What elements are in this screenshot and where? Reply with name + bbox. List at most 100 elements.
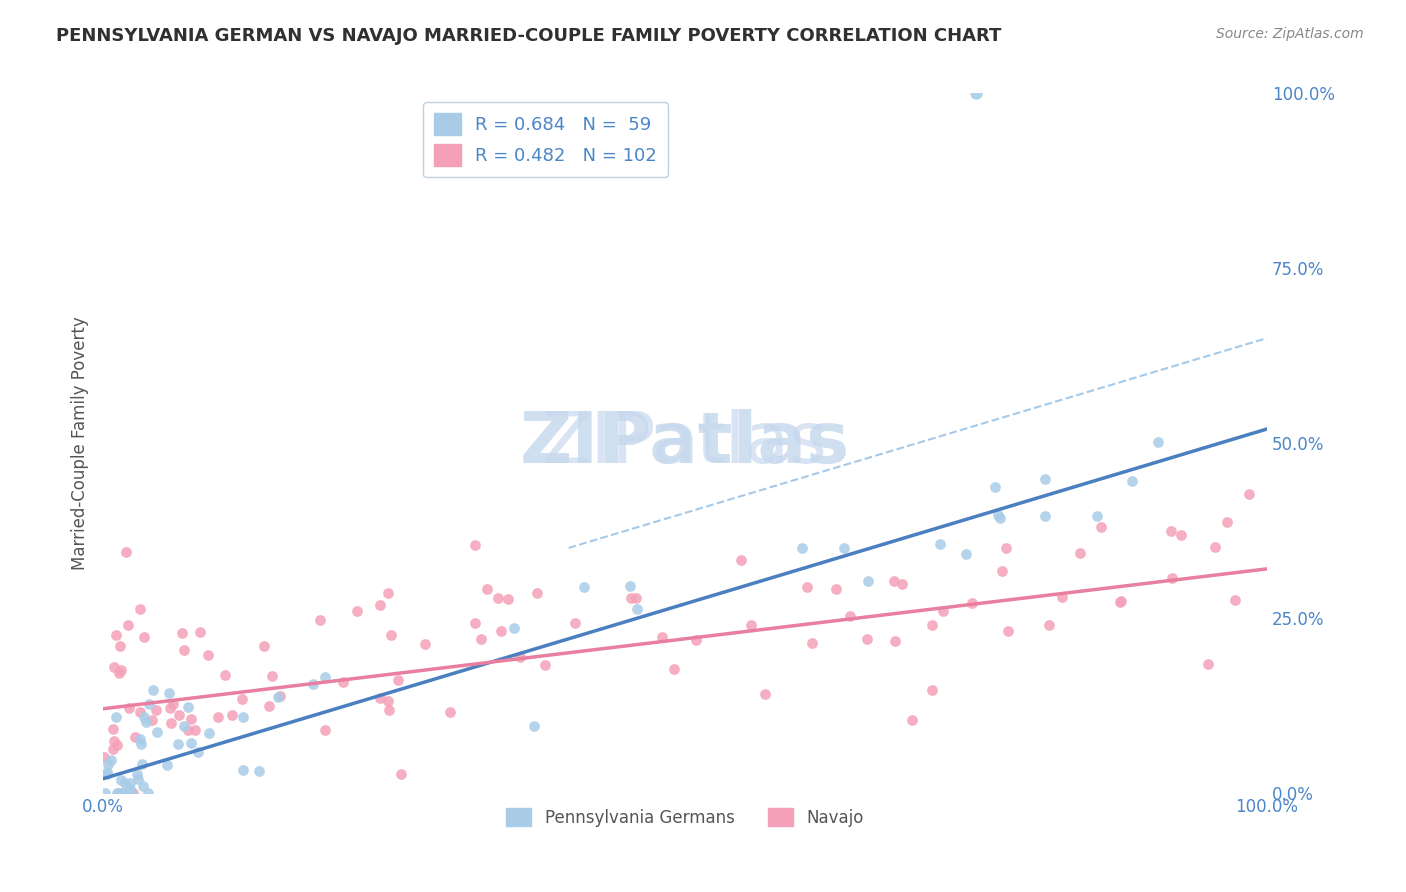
Point <box>157 686 180 700</box>
Point <box>187 745 209 759</box>
Point <box>100 753 122 767</box>
Point <box>883 574 905 588</box>
Point <box>509 649 531 664</box>
Point <box>132 709 155 723</box>
Point <box>415 638 437 652</box>
Point <box>232 763 254 777</box>
Point <box>184 723 207 738</box>
Point <box>856 632 879 646</box>
Point <box>173 719 195 733</box>
Point <box>177 700 200 714</box>
Point <box>108 666 131 681</box>
Point <box>221 707 243 722</box>
Point <box>890 576 912 591</box>
Point <box>132 779 155 793</box>
Point <box>1109 595 1132 609</box>
Point <box>124 730 146 744</box>
Point <box>987 508 1010 522</box>
Point <box>464 538 486 552</box>
Point <box>314 723 336 738</box>
Point <box>564 616 586 631</box>
Point <box>991 564 1014 578</box>
Point <box>120 786 142 800</box>
Point <box>834 541 856 555</box>
Point <box>1069 546 1091 560</box>
Point <box>96 767 118 781</box>
Point <box>103 660 125 674</box>
Point <box>138 697 160 711</box>
Point <box>269 689 291 703</box>
Point <box>533 658 555 673</box>
Point <box>122 786 145 800</box>
Point <box>796 580 818 594</box>
Point <box>105 628 128 642</box>
Point <box>380 628 402 642</box>
Point <box>156 758 179 772</box>
Point <box>110 663 132 677</box>
Point <box>368 690 391 705</box>
Point <box>132 630 155 644</box>
Point <box>730 553 752 567</box>
Point <box>103 734 125 748</box>
Point <box>838 608 860 623</box>
Point <box>93 750 115 764</box>
Point <box>207 710 229 724</box>
Point <box>740 617 762 632</box>
Point <box>108 639 131 653</box>
Point <box>145 703 167 717</box>
Point <box>160 715 183 730</box>
Point <box>1109 594 1132 608</box>
Text: ZIPatlas: ZIPatlas <box>543 409 828 477</box>
Point <box>1090 520 1112 534</box>
Point <box>105 738 128 752</box>
Point <box>1038 618 1060 632</box>
Point <box>162 697 184 711</box>
Point <box>572 580 595 594</box>
Point <box>1033 472 1056 486</box>
Point <box>856 574 879 588</box>
Point <box>503 622 526 636</box>
Point <box>1197 657 1219 671</box>
Point <box>247 764 270 778</box>
Point <box>167 708 190 723</box>
Point <box>921 682 943 697</box>
Point <box>1161 571 1184 585</box>
Point <box>129 602 152 616</box>
Point <box>346 604 368 618</box>
Point <box>167 737 190 751</box>
Point <box>136 786 159 800</box>
Point <box>231 692 253 706</box>
Point <box>626 591 648 606</box>
Point <box>988 511 1011 525</box>
Point <box>129 738 152 752</box>
Point <box>308 613 330 627</box>
Point <box>103 742 125 756</box>
Point <box>883 634 905 648</box>
Point <box>378 703 401 717</box>
Point <box>825 582 848 597</box>
Point <box>118 776 141 790</box>
Point <box>114 544 136 558</box>
Point <box>377 585 399 599</box>
Point <box>135 715 157 730</box>
Point <box>302 677 325 691</box>
Point <box>929 536 952 550</box>
Point <box>470 632 492 647</box>
Point <box>1147 434 1170 449</box>
Point <box>198 726 221 740</box>
Point <box>662 661 685 675</box>
Point <box>120 782 142 797</box>
Point <box>1035 508 1057 523</box>
Text: PENNSYLVANIA GERMAN VS NAVAJO MARRIED-COUPLE FAMILY POVERTY CORRELATION CHART: PENNSYLVANIA GERMAN VS NAVAJO MARRIED-CO… <box>56 27 1001 45</box>
Point <box>141 714 163 728</box>
Point <box>96 764 118 779</box>
Point <box>314 670 336 684</box>
Point <box>105 710 128 724</box>
Point <box>1121 474 1143 488</box>
Point <box>439 706 461 720</box>
Point <box>177 723 200 737</box>
Point <box>197 648 219 663</box>
Point <box>523 719 546 733</box>
Point <box>626 602 648 616</box>
Point <box>921 618 943 632</box>
